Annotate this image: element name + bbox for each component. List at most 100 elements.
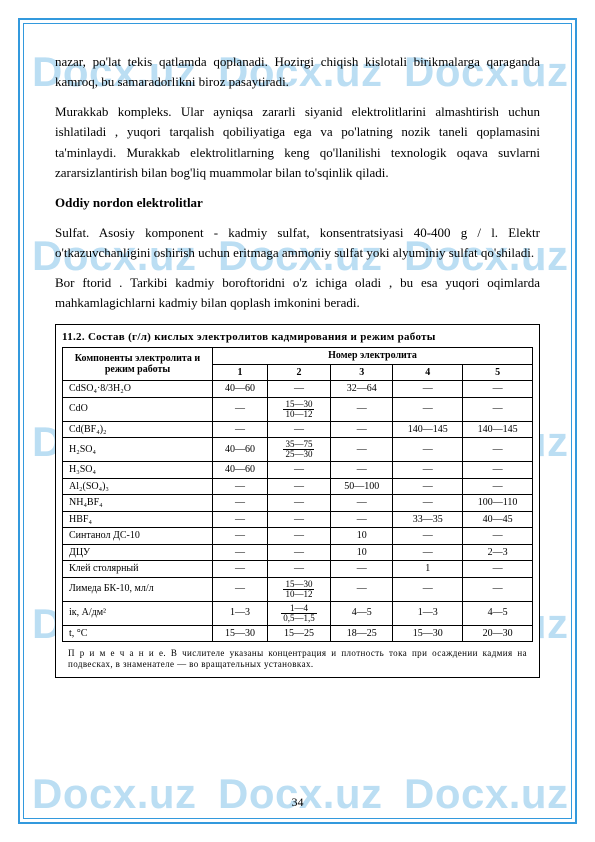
table-cell: 10 — [331, 544, 393, 561]
table-col-num: 1 — [213, 364, 268, 381]
table-note: П р и м е ч а н и е. В числителе указаны… — [62, 648, 533, 669]
table-cell: — — [331, 397, 393, 421]
table-cell: 15—3010—12 — [267, 397, 330, 421]
table-cell: — — [463, 577, 533, 601]
table-figure: 11.2. Состав (г/л) кислых электролитов к… — [55, 324, 540, 678]
table-cell: 15—25 — [267, 625, 330, 642]
table-title: 11.2. Состав (г/л) кислых электролитов к… — [62, 331, 533, 344]
table-cell: — — [393, 438, 463, 462]
table-cell: — — [331, 462, 393, 479]
table-row: Синтанол ДС-10——10—— — [63, 528, 533, 545]
table-row: ДЦУ——10—2—3 — [63, 544, 533, 561]
table-cell: — — [393, 577, 463, 601]
table-cell: — — [331, 511, 393, 528]
table-cell: — — [267, 495, 330, 512]
table-row: Cd(BF₄)₂———140—145140—145 — [63, 421, 533, 438]
table-cell: — — [213, 577, 268, 601]
table-cell: 140—145 — [463, 421, 533, 438]
table-row: H₃SO₄40—60———— — [63, 462, 533, 479]
composition-table: Компоненты электролита и режим работы Но… — [62, 347, 533, 642]
table-cell: 140—145 — [393, 421, 463, 438]
table-cell: — — [213, 397, 268, 421]
table-cell: 18—25 — [331, 625, 393, 642]
table-cell: 1—3 — [213, 601, 268, 625]
table-cell: — — [331, 438, 393, 462]
paragraph-1: nazar, po'lat tekis qatlamda qoplanadi. … — [55, 52, 540, 92]
table-cell: — — [393, 478, 463, 495]
table-col-num: 4 — [393, 364, 463, 381]
table-cell: — — [463, 462, 533, 479]
table-cell: — — [331, 421, 393, 438]
table-row: CdO—15—3010—12——— — [63, 397, 533, 421]
row-label: CdO — [63, 397, 213, 421]
table-col-num: 5 — [463, 364, 533, 381]
table-cell: — — [393, 381, 463, 398]
paragraph-3: Sulfat. Asosiy komponent - kadmiy sulfat… — [55, 223, 540, 263]
row-label: Лимеда БК-10, мл/л — [63, 577, 213, 601]
table-row: Лимеда БК-10, мл/л—15—3010—12——— — [63, 577, 533, 601]
table-cell: 35—7525—30 — [267, 438, 330, 462]
table-cell: — — [267, 462, 330, 479]
table-header-right: Номер электролита — [213, 348, 533, 365]
table-row: t, °C15—3015—2518—2515—3020—30 — [63, 625, 533, 642]
table-row: Клей столярный———1— — [63, 561, 533, 578]
table-cell: — — [213, 511, 268, 528]
table-cell: — — [393, 544, 463, 561]
table-cell: — — [463, 438, 533, 462]
table-cell: 15—30 — [213, 625, 268, 642]
table-cell: — — [393, 397, 463, 421]
row-label: iк, А/дм² — [63, 601, 213, 625]
table-col-num: 2 — [267, 364, 330, 381]
table-cell: — — [463, 528, 533, 545]
table-cell: 32—64 — [331, 381, 393, 398]
row-label: Клей столярный — [63, 561, 213, 578]
table-cell: — — [463, 478, 533, 495]
page-number: 34 — [0, 795, 595, 810]
row-label: NH₄BF₄ — [63, 495, 213, 512]
paragraph-2: Murakkab kompleks. Ular ayniqsa zararli … — [55, 102, 540, 183]
table-cell: 10 — [331, 528, 393, 545]
table-row: Al₂(SO₄)₃——50—100—— — [63, 478, 533, 495]
table-cell: — — [213, 478, 268, 495]
table-row: NH₄BF₄————100—110 — [63, 495, 533, 512]
table-row: iк, А/дм²1—31—40,5—1,54—51—34—5 — [63, 601, 533, 625]
table-cell: 40—45 — [463, 511, 533, 528]
table-row: HBF₄———33—3540—45 — [63, 511, 533, 528]
table-cell: 1—40,5—1,5 — [267, 601, 330, 625]
table-cell: — — [213, 544, 268, 561]
row-label: H₃SO₄ — [63, 462, 213, 479]
table-cell: — — [393, 462, 463, 479]
table-row: CdSO₄·8/3H₂O40—60—32—64—— — [63, 381, 533, 398]
table-col-num: 3 — [331, 364, 393, 381]
table-row: H₂SO₄40—6035—7525—30——— — [63, 438, 533, 462]
table-cell: — — [267, 478, 330, 495]
table-cell: — — [213, 528, 268, 545]
table-cell: — — [463, 561, 533, 578]
table-cell: 4—5 — [463, 601, 533, 625]
table-cell: — — [331, 577, 393, 601]
table-cell: — — [267, 561, 330, 578]
table-cell: 2—3 — [463, 544, 533, 561]
table-cell: 40—60 — [213, 462, 268, 479]
table-cell: 15—30 — [393, 625, 463, 642]
table-cell: — — [267, 381, 330, 398]
row-label: Синтанол ДС-10 — [63, 528, 213, 545]
table-cell: 1 — [393, 561, 463, 578]
table-cell: — — [267, 511, 330, 528]
row-label: H₂SO₄ — [63, 438, 213, 462]
table-cell: 15—3010—12 — [267, 577, 330, 601]
table-cell: — — [267, 544, 330, 561]
row-label: CdSO₄·8/3H₂O — [63, 381, 213, 398]
table-cell: — — [331, 495, 393, 512]
table-cell: 40—60 — [213, 381, 268, 398]
row-label: t, °C — [63, 625, 213, 642]
table-cell: 33—35 — [393, 511, 463, 528]
table-cell: — — [213, 495, 268, 512]
table-cell: 40—60 — [213, 438, 268, 462]
table-cell: — — [213, 561, 268, 578]
table-cell: — — [463, 381, 533, 398]
table-cell: — — [267, 421, 330, 438]
table-cell: — — [331, 561, 393, 578]
table-cell: — — [463, 397, 533, 421]
table-cell: — — [393, 495, 463, 512]
